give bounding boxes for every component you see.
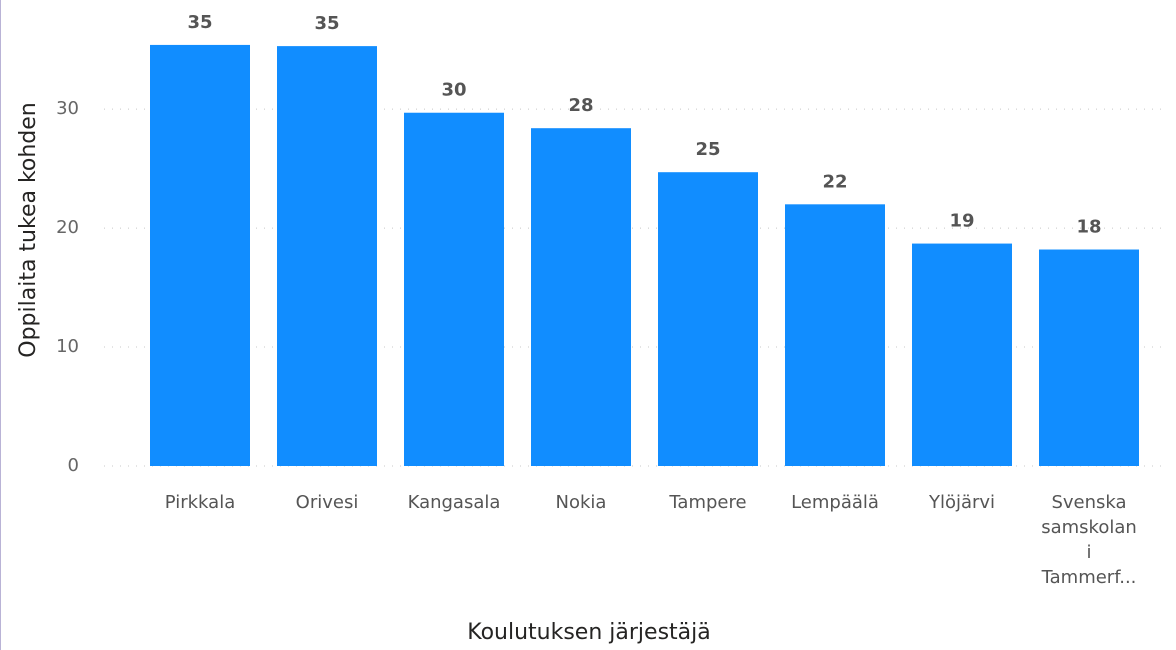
data-label: 22 bbox=[822, 171, 847, 192]
bar bbox=[1039, 249, 1139, 466]
x-tick-label: Nokia bbox=[555, 492, 607, 513]
x-tick-label: Kangasala bbox=[407, 492, 501, 513]
data-label: 25 bbox=[695, 139, 720, 160]
y-tick-label: 30 bbox=[56, 98, 79, 119]
data-label: 28 bbox=[568, 95, 593, 116]
x-axis-title: Koulutuksen järjestäjä bbox=[467, 620, 710, 645]
x-tick-label: Ylöjärvi bbox=[928, 492, 996, 513]
y-tick-label: 20 bbox=[56, 217, 79, 238]
x-tick-label: Svenska samskolan i Tammerf... bbox=[1041, 492, 1137, 588]
y-tick-label: 0 bbox=[68, 455, 79, 476]
bar bbox=[531, 128, 631, 467]
x-tick-label: Tampere bbox=[669, 492, 747, 513]
bar bbox=[404, 112, 504, 466]
x-tick-label: Lempäälä bbox=[791, 492, 879, 513]
data-label: 18 bbox=[1076, 217, 1101, 238]
x-tick-label: Pirkkala bbox=[164, 492, 236, 513]
data-label: 30 bbox=[441, 80, 466, 101]
y-axis-title: Oppilaita tukea kohden bbox=[16, 102, 41, 358]
bar bbox=[785, 204, 885, 466]
data-label: 19 bbox=[949, 211, 974, 232]
bar bbox=[658, 172, 758, 466]
data-label: 35 bbox=[314, 13, 339, 34]
data-label: 35 bbox=[187, 12, 212, 33]
x-tick-label: Orivesi bbox=[295, 492, 359, 513]
bar bbox=[277, 46, 377, 467]
bar bbox=[150, 44, 250, 466]
y-tick-label: 10 bbox=[56, 336, 79, 357]
bar bbox=[912, 243, 1012, 466]
